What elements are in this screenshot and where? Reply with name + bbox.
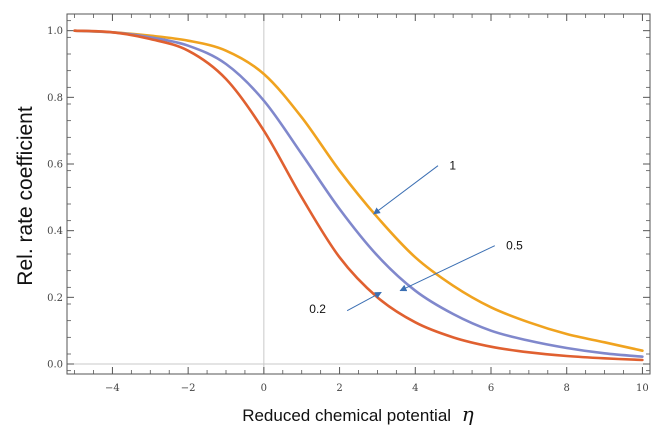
series-lines [73, 29, 644, 362]
x-tick-label: 8 [564, 383, 570, 394]
annotation-label-0-2: 0.2 [309, 302, 326, 316]
annotations: 1 0.5 0.2 [309, 159, 523, 316]
annotation-arrow-0-2 [346, 291, 382, 312]
series-line-1 [73, 29, 644, 352]
x-axis-title-symbol: η [462, 402, 474, 426]
y-tick-label: 1.0 [47, 26, 63, 37]
y-tick-label: 0.0 [47, 360, 63, 371]
series-line-0-5 [73, 29, 644, 358]
x-tick-label: 0 [261, 383, 267, 394]
annotation-arrow-1 [373, 165, 439, 215]
x-axis-title-text: Reduced chemical potential [242, 406, 451, 425]
tick-labels: −4 −2 0 2 4 6 8 10 0.0 0.2 0.4 0.6 0.8 1.0 [47, 26, 649, 394]
axis-ticks [67, 14, 650, 374]
y-tick-label: 0.4 [47, 226, 63, 237]
y-tick-label: 0.8 [47, 93, 63, 104]
x-tick-label: −4 [105, 383, 120, 394]
x-axis-title: Reduced chemical potential η [242, 402, 474, 426]
x-tick-label: 10 [636, 383, 649, 394]
x-tick-label: 2 [336, 383, 342, 394]
x-tick-label: 6 [488, 383, 494, 394]
y-tick-label: 0.6 [47, 160, 63, 171]
y-axis-title: Rel. rate coefficient [14, 106, 37, 286]
x-tick-label: −2 [181, 383, 196, 394]
annotation-label-0-5: 0.5 [506, 239, 523, 253]
y-tick-label: 0.2 [47, 293, 63, 304]
annotation-label-1: 1 [449, 159, 456, 173]
series-line-0-2 [73, 29, 644, 362]
x-tick-label: 4 [412, 383, 418, 394]
annotation-arrow-0-5 [399, 245, 496, 292]
